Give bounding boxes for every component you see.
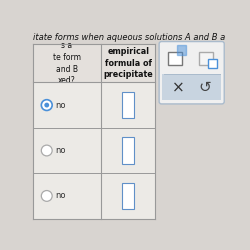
Text: itate forms when aqueous solutions A and B a: itate forms when aqueous solutions A and… bbox=[33, 33, 225, 42]
Text: no: no bbox=[55, 100, 66, 110]
Text: s a
te form
and B
xed?: s a te form and B xed? bbox=[53, 41, 81, 85]
Bar bbox=[208, 59, 217, 69]
Circle shape bbox=[44, 103, 49, 108]
Bar bbox=[122, 92, 134, 118]
Circle shape bbox=[41, 100, 52, 110]
Bar bbox=[122, 183, 134, 209]
Text: ×: × bbox=[172, 80, 185, 95]
Bar bbox=[199, 52, 212, 66]
Bar bbox=[177, 46, 186, 55]
Text: no: no bbox=[55, 146, 66, 155]
Text: empirical
formula of
precipitate: empirical formula of precipitate bbox=[103, 47, 153, 80]
FancyBboxPatch shape bbox=[162, 74, 221, 100]
Text: no: no bbox=[55, 192, 66, 200]
Bar bbox=[33, 44, 155, 219]
Bar bbox=[168, 52, 181, 66]
Circle shape bbox=[41, 145, 52, 156]
Text: ↺: ↺ bbox=[198, 80, 211, 95]
Bar bbox=[33, 44, 155, 82]
Bar bbox=[122, 137, 134, 164]
FancyBboxPatch shape bbox=[159, 42, 224, 104]
Circle shape bbox=[41, 190, 52, 201]
